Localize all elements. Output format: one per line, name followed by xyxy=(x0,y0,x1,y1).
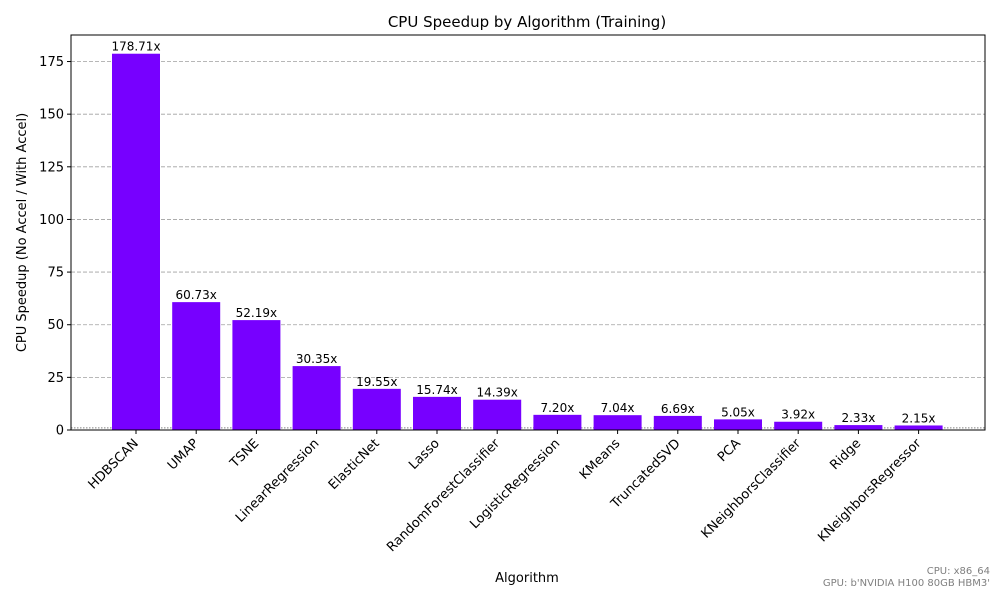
data-label: 5.05x xyxy=(721,405,755,419)
y-tick-label: 150 xyxy=(39,108,64,123)
data-label: 7.04x xyxy=(601,401,635,415)
bar-series xyxy=(112,53,943,430)
y-tick-label: 75 xyxy=(47,266,64,281)
bar xyxy=(473,399,522,430)
x-axis-label: Algorithm xyxy=(495,571,559,586)
data-label: 19.55x xyxy=(356,375,397,389)
bar xyxy=(172,302,221,430)
data-label: 6.69x xyxy=(661,402,695,416)
y-tick-label: 0 xyxy=(56,424,64,439)
chart-title: CPU Speedup by Algorithm (Training) xyxy=(388,13,666,31)
bar xyxy=(533,414,582,430)
data-label: 2.33x xyxy=(841,411,875,425)
y-tick-label: 50 xyxy=(47,318,64,333)
data-label: 2.15x xyxy=(902,411,936,425)
data-label: 60.73x xyxy=(175,288,216,302)
bar xyxy=(593,415,642,430)
gpu-footnote: GPU: b'NVIDIA H100 80GB HBM3' xyxy=(823,578,990,589)
y-axis: 0 25 50 75 100 125 150 175 xyxy=(39,55,71,439)
data-label: 14.39x xyxy=(476,386,517,400)
bar xyxy=(774,421,823,430)
bar xyxy=(413,396,461,430)
data-label: 52.19x xyxy=(236,306,277,320)
y-tick-label: 100 xyxy=(39,213,64,228)
bar xyxy=(834,425,883,430)
cpu-footnote: CPU: x86_64 xyxy=(927,566,990,577)
bar xyxy=(653,415,702,430)
bar xyxy=(232,320,281,430)
y-tick-label: 125 xyxy=(39,160,64,175)
data-label: 178.71x xyxy=(111,40,160,54)
y-axis-label: CPU Speedup (No Accel / With Accel) xyxy=(15,113,30,352)
bar xyxy=(292,366,341,430)
y-tick-label: 175 xyxy=(39,55,64,70)
data-label: 3.92x xyxy=(781,408,815,422)
data-labels: 178.71x 60.73x 52.19x 30.35x 19.55x 15.74x 14.… xyxy=(111,40,935,426)
plot-frame xyxy=(70,34,986,431)
data-label: 7.20x xyxy=(540,401,574,415)
data-label: 30.35x xyxy=(296,352,337,366)
bar xyxy=(112,53,160,430)
data-label: 15.74x xyxy=(416,383,457,397)
bar xyxy=(894,425,943,430)
y-tick-label: 25 xyxy=(47,371,64,386)
bar xyxy=(352,388,401,430)
bar xyxy=(714,419,762,430)
